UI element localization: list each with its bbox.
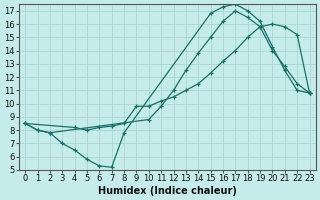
X-axis label: Humidex (Indice chaleur): Humidex (Indice chaleur) (98, 186, 237, 196)
